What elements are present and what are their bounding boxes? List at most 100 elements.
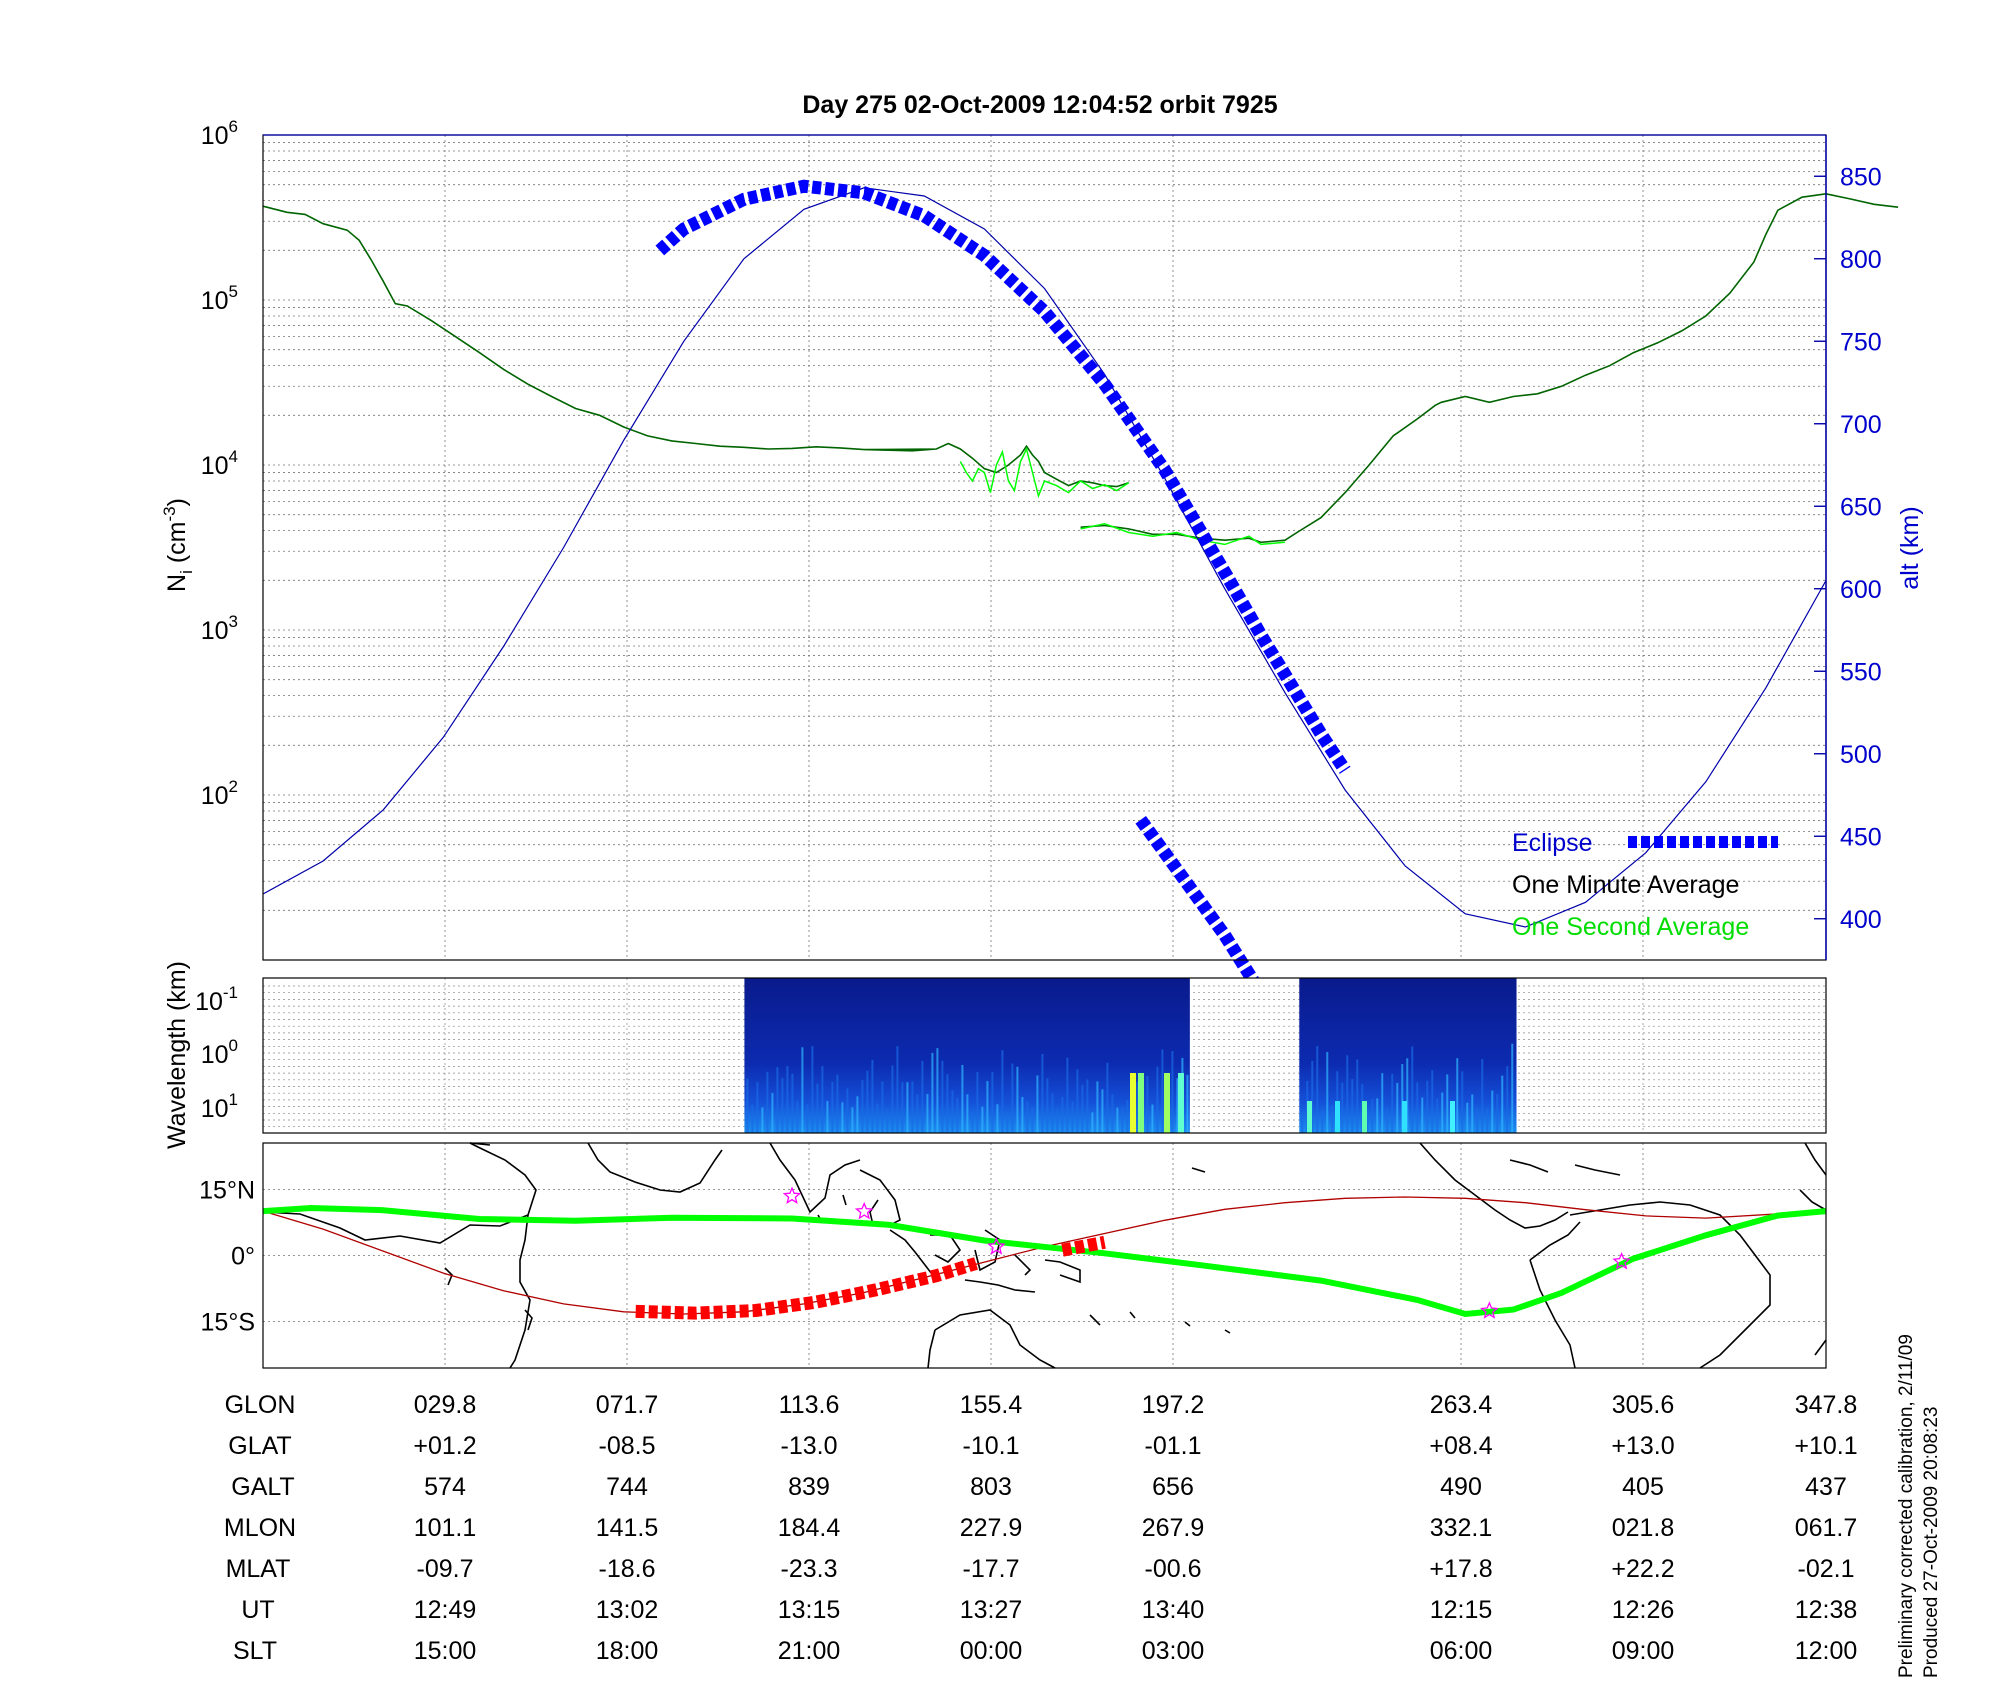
map-y-tick-label: 15°S <box>201 1309 255 1337</box>
map-panel: 15°N 0° 15°S <box>199 1142 1827 1369</box>
table-cell: 12:38 <box>1795 1596 1858 1624</box>
magnetic-equator-star <box>1480 1301 1499 1319</box>
spectrogram-streak <box>1041 1053 1044 1133</box>
spectrogram-y-ticks: 10-1 100 101 <box>195 983 238 1123</box>
spectrogram-streak <box>946 1074 949 1133</box>
table-cell: 13:15 <box>778 1596 841 1624</box>
spectrogram-streak <box>1486 1108 1489 1133</box>
ni-one-second-line <box>1080 523 1286 546</box>
table-cell: 113.6 <box>779 1391 840 1419</box>
table-cell: 656 <box>1152 1473 1194 1501</box>
spectrogram-hotspot <box>1138 1073 1144 1133</box>
eclipse-segment <box>1135 815 1279 1014</box>
spectrogram-streak <box>1156 1066 1159 1133</box>
spectrogram-blocks <box>744 978 1517 1133</box>
spectrogram-streak <box>846 1088 849 1133</box>
spectrogram-streak <box>896 1046 899 1133</box>
table-cell: +13.0 <box>1611 1432 1674 1460</box>
table-row-label: MLAT <box>226 1555 291 1583</box>
spectrogram-streak <box>1096 1081 1099 1133</box>
alt-y-tick-label: 850 <box>1840 163 1882 191</box>
table-cell: 744 <box>606 1473 648 1501</box>
table-cell: 263.4 <box>1430 1391 1493 1419</box>
spectrogram-hotspot <box>1450 1101 1455 1133</box>
ni-series <box>262 179 1899 1014</box>
legend-eclipse-label: Eclipse <box>1512 829 1593 857</box>
ni-y-tick-label: 102 <box>201 777 238 810</box>
spectrogram-streak <box>856 1096 859 1133</box>
table-cell: +01.2 <box>413 1432 476 1460</box>
alt-y-tick-label: 450 <box>1840 823 1882 851</box>
spectrogram-streak <box>1081 1084 1084 1133</box>
spectrogram-streak <box>751 1104 754 1133</box>
chart-title: Day 275 02-Oct-2009 12:04:52 orbit 7925 <box>802 91 1277 119</box>
spectrogram-streak <box>776 1066 779 1133</box>
table-cell: -08.5 <box>599 1432 656 1460</box>
table-cell: 06:00 <box>1430 1637 1493 1665</box>
ni-one-second-line <box>959 446 1130 499</box>
spectrogram-hotspot <box>1402 1101 1407 1133</box>
spectrogram-streak <box>996 1104 999 1133</box>
orbit-line <box>262 1196 1827 1315</box>
spectrogram-streak <box>836 1074 839 1133</box>
spectrogram-streak <box>1346 1055 1349 1133</box>
spectrogram-streak <box>1331 1104 1334 1133</box>
table-cell: 13:40 <box>1142 1596 1205 1624</box>
spectrogram-y-tick-label: 100 <box>201 1036 238 1069</box>
table-cell: 03:00 <box>1142 1637 1205 1665</box>
spectrogram-streak <box>1371 1099 1374 1133</box>
spectrogram-streak <box>1066 1057 1069 1133</box>
spectrogram-hotspot <box>1130 1073 1136 1133</box>
spectrogram-streak <box>931 1052 934 1133</box>
table-cell: 267.9 <box>1142 1514 1205 1542</box>
spectrogram-hotspot <box>1307 1101 1312 1133</box>
table-cell: 12:00 <box>1795 1637 1858 1665</box>
spectrogram-panel: 10-1 100 101 Wavelength (km) <box>163 961 1827 1149</box>
map-y-tick-label: 0° <box>231 1243 255 1271</box>
spectrogram-streak <box>1421 1097 1424 1133</box>
table-cell: 061.7 <box>1795 1514 1858 1542</box>
spectrogram-streak <box>1136 1082 1139 1133</box>
spectrogram-streak <box>851 1107 854 1133</box>
spectrogram-streak <box>881 1081 884 1133</box>
spectrogram-streak <box>1071 1101 1074 1133</box>
spectrogram-streak <box>1496 1093 1499 1133</box>
spectrogram-streak <box>1511 1043 1514 1133</box>
spectrogram-hotspot <box>1164 1073 1170 1133</box>
ni-one-minute-line <box>262 205 1129 488</box>
spectrogram-streak <box>1391 1074 1394 1133</box>
table-cell: +22.2 <box>1611 1555 1674 1583</box>
spectrogram-streak <box>771 1093 774 1133</box>
spectrogram-streak <box>1176 1078 1179 1133</box>
map-y-ticks: 15°N 0° 15°S <box>199 1177 255 1337</box>
spectrogram-streak <box>1326 1052 1329 1133</box>
table-cell: -01.1 <box>1145 1432 1202 1460</box>
table-cell: 839 <box>788 1473 830 1501</box>
spectrogram-streak <box>966 1094 969 1133</box>
spectrogram-streak <box>1351 1079 1354 1133</box>
spectrogram-streak <box>986 1081 989 1133</box>
spectrogram-streak <box>1301 1112 1304 1133</box>
spectrogram-streak <box>1461 1071 1464 1133</box>
spectrogram-streak <box>1011 1063 1014 1133</box>
spectrogram-streak <box>1506 1066 1509 1133</box>
ni-one-minute-line <box>1080 192 1899 544</box>
table-cell: 13:02 <box>596 1596 659 1624</box>
legend: Eclipse One Minute Average One Second Av… <box>1512 829 1778 941</box>
spectrogram-streak <box>801 1047 804 1133</box>
table-cell: 574 <box>424 1473 466 1501</box>
ni-y-tick-label: 103 <box>201 612 238 645</box>
alt-y-tick-label: 550 <box>1840 658 1882 686</box>
spectrogram-streak <box>1106 1062 1109 1133</box>
spectrogram-streak <box>951 1090 954 1133</box>
spectrogram-hotspot <box>1335 1101 1340 1133</box>
table-row-label: GALT <box>231 1473 294 1501</box>
alt-y-tick-label: 600 <box>1840 576 1882 604</box>
spectrogram-streak <box>1111 1094 1114 1133</box>
spectrogram-streak <box>1016 1066 1019 1133</box>
table-cell: -13.0 <box>781 1432 838 1460</box>
spectrogram-streak <box>1356 1059 1359 1133</box>
spectrogram-streak <box>1091 1112 1094 1133</box>
spectrogram-streak <box>826 1101 829 1133</box>
